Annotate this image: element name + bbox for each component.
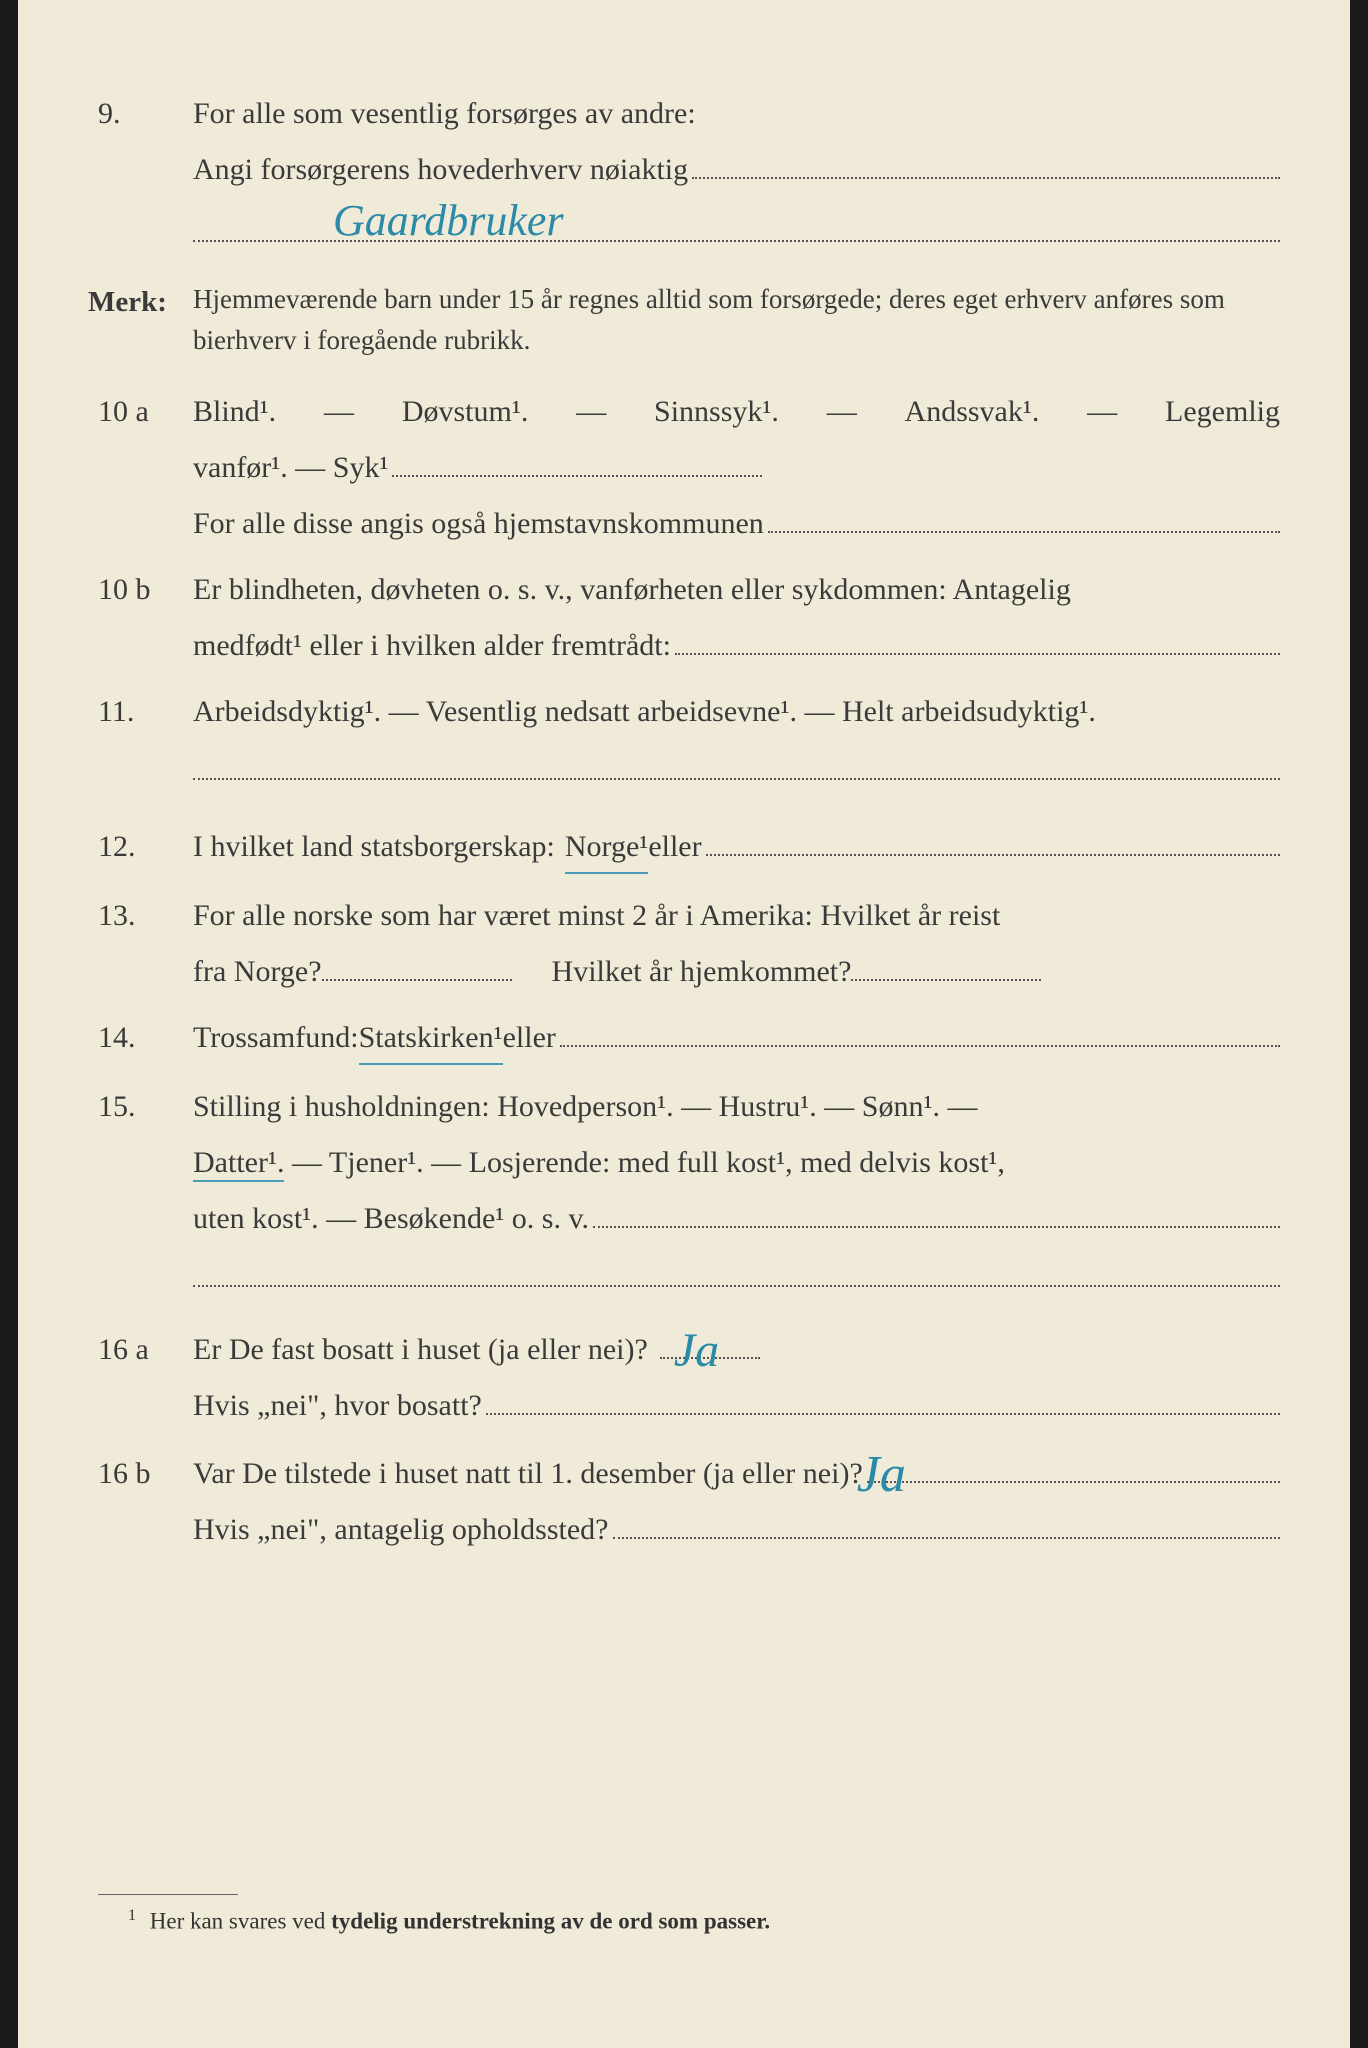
q10a-options: Blind¹. — Døvstum¹. — Sinnssyk¹. — Andss… <box>193 388 1280 436</box>
q16a-row1: 16 a Er De fast bosatt i huset (ja eller… <box>88 1326 1280 1374</box>
q14-post: eller <box>503 1014 556 1062</box>
footnote: 1 Her kan svares ved tydelig understrekn… <box>128 1907 1280 1935</box>
footnote-marker: 1 <box>128 1907 136 1924</box>
q16a-line2-text: Hvis „nei", hvor bosatt? <box>193 1382 482 1430</box>
q13-line1: For alle norske som har været minst 2 år… <box>193 892 1280 940</box>
q13-number: 13. <box>88 892 193 940</box>
q16b-line2-text: Hvis „nei", antagelig opholdssted? <box>193 1506 609 1554</box>
q15-number: 15. <box>88 1083 193 1131</box>
q15-datter: Datter¹. <box>193 1146 284 1182</box>
merk-text: Hjemmeværende barn under 15 år regnes al… <box>193 279 1280 360</box>
q14-number: 14. <box>88 1014 193 1062</box>
merk-label: Merk: <box>88 279 193 325</box>
q11-row: 11. Arbeidsdyktig¹. — Vesentlig nedsatt … <box>88 688 1280 736</box>
q16a-handwritten: Ja <box>674 1313 719 1390</box>
q10b-number: 10 b <box>88 566 193 614</box>
q12-norge: Norge¹ <box>565 823 648 874</box>
q11-blank-row <box>88 744 1280 795</box>
q9-handwritten: Gaardbruker <box>333 186 564 256</box>
q9-row2: Angi forsørgerens hovederhverv nøiaktig <box>88 146 1280 194</box>
q14-statskirken: Statskirken¹ <box>359 1014 503 1065</box>
q14-pre: Trossamfund: <box>193 1014 359 1062</box>
q13-blank2[interactable] <box>851 957 1041 981</box>
q10a-row3: For alle disse angis også hjemstavnskomm… <box>88 500 1280 548</box>
q15-blank-row <box>88 1251 1280 1302</box>
q16b-number: 16 b <box>88 1450 193 1498</box>
census-form-page: 9. For alle som vesentlig forsørges av a… <box>18 0 1350 2048</box>
q10a-opt-dovstum: Døvstum¹. <box>402 388 529 436</box>
footnote-pre: Her kan svares ved <box>150 1909 331 1934</box>
q10a-blank2[interactable] <box>768 509 1280 533</box>
q15-line1: Stilling i husholdningen: Hovedperson¹. … <box>193 1083 1280 1131</box>
q10a-line2-text: vanfør¹. — Syk¹ <box>193 444 388 492</box>
q15-row3: uten kost¹. — Besøkende¹ o. s. v. <box>88 1195 1280 1243</box>
q9-number: 9. <box>88 90 193 138</box>
q12-row: 12. I hvilket land statsborgerskap: Norg… <box>88 823 1280 874</box>
q15-line2-rest: — Tjener¹. — Losjerende: med full kost¹,… <box>284 1146 1004 1179</box>
q11-text: Arbeidsdyktig¹. — Vesentlig nedsatt arbe… <box>193 688 1280 736</box>
q10a-opt-legemlig: Legemlig <box>1165 388 1280 436</box>
q15-row1: 15. Stilling i husholdningen: Hovedperso… <box>88 1083 1280 1131</box>
q10b-row2: medfødt¹ eller i hvilken alder fremtrådt… <box>88 622 1280 670</box>
q15-row2: Datter¹. — Tjener¹. — Losjerende: med fu… <box>88 1139 1280 1187</box>
q13-fra-norge: fra Norge? <box>193 948 322 996</box>
footnote-rule <box>98 1894 238 1895</box>
q10b-row1: 10 b Er blindheten, døvheten o. s. v., v… <box>88 566 1280 614</box>
q11-number: 11. <box>88 688 193 736</box>
footnote-bold: tydelig understrekning av de ord som pas… <box>331 1909 770 1934</box>
q16b-blank2[interactable] <box>613 1515 1281 1539</box>
q13-hjemkommet: Hvilket år hjemkommet? <box>552 948 852 996</box>
q12-post: eller <box>648 823 701 871</box>
merk-row: Merk: Hjemmeværende barn under 15 år reg… <box>88 279 1280 360</box>
q10a-row1: 10 a Blind¹. — Døvstum¹. — Sinnssyk¹. — … <box>88 388 1280 436</box>
q10b-line1: Er blindheten, døvheten o. s. v., vanfør… <box>193 566 1280 614</box>
q16b-blank1[interactable]: Ja <box>867 1459 1280 1483</box>
q9-row3: Gaardbruker <box>88 202 1280 257</box>
q12-pre: I hvilket land statsborgerskap: <box>193 823 555 871</box>
q9-row1: 9. For alle som vesentlig forsørges av a… <box>88 90 1280 138</box>
q15-blank1[interactable] <box>593 1204 1280 1228</box>
q13-row2: fra Norge? Hvilket år hjemkommet? <box>88 948 1280 996</box>
q10a-number: 10 a <box>88 388 193 436</box>
q14-row: 14. Trossamfund: Statskirken¹ eller <box>88 1014 1280 1065</box>
q10a-blank1[interactable] <box>392 453 762 477</box>
q12-number: 12. <box>88 823 193 871</box>
q10a-opt-sinnssyk: Sinnssyk¹. <box>654 388 779 436</box>
q9-blank1[interactable] <box>692 155 1280 179</box>
q10b-blank[interactable] <box>675 631 1280 655</box>
q10a-row2: vanfør¹. — Syk¹ <box>88 444 1280 492</box>
q16a-row2: Hvis „nei", hvor bosatt? <box>88 1382 1280 1430</box>
q16a-number: 16 a <box>88 1326 193 1374</box>
q10a-opt-andssvak: Andssvak¹. <box>905 388 1040 436</box>
q10b-line2-text: medfødt¹ eller i hvilken alder fremtrådt… <box>193 622 671 670</box>
q13-blank1[interactable] <box>322 957 512 981</box>
q9-line1: For alle som vesentlig forsørges av andr… <box>193 90 1280 138</box>
q13-row1: 13. For alle norske som har været minst … <box>88 892 1280 940</box>
q16b-handwritten: Ja <box>857 1433 906 1516</box>
q15-blank2[interactable] <box>193 1251 1280 1287</box>
q15-line3-text: uten kost¹. — Besøkende¹ o. s. v. <box>193 1195 589 1243</box>
q10a-opt-blind: Blind¹. <box>193 388 276 436</box>
q16a-blank1[interactable]: Ja <box>660 1335 760 1359</box>
q16b-row1: 16 b Var De tilstede i huset natt til 1.… <box>88 1450 1280 1498</box>
q12-blank[interactable] <box>706 832 1280 856</box>
q16a-line1-text: Er De fast bosatt i huset (ja eller nei)… <box>193 1326 648 1374</box>
q11-blank[interactable] <box>193 744 1280 780</box>
q16a-blank2[interactable] <box>486 1391 1280 1415</box>
q14-blank[interactable] <box>560 1023 1280 1047</box>
q10a-line3-text: For alle disse angis også hjemstavnskomm… <box>193 500 764 548</box>
q16b-line1-text: Var De tilstede i huset natt til 1. dese… <box>193 1450 863 1498</box>
q16b-row2: Hvis „nei", antagelig opholdssted? <box>88 1506 1280 1554</box>
